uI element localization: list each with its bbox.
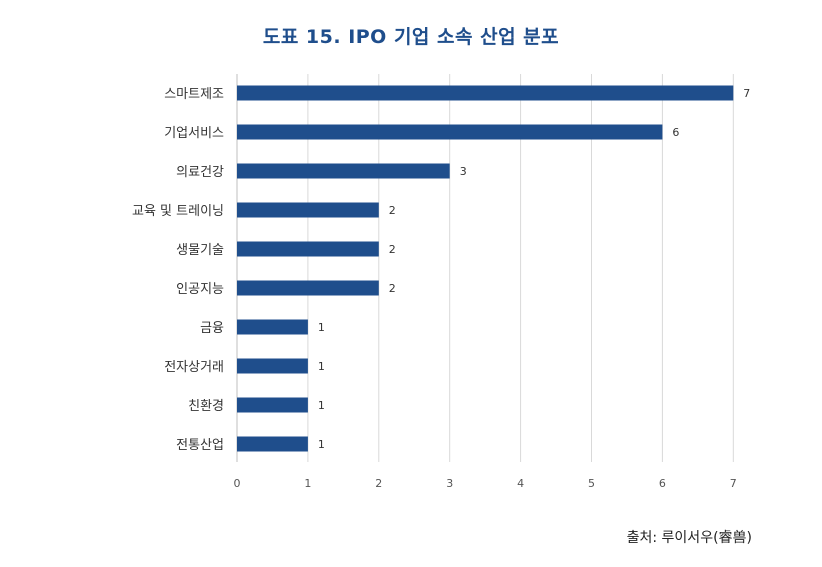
category-label: 친환경 xyxy=(188,399,224,414)
category-label: 전자상거래 xyxy=(164,360,224,375)
bar xyxy=(237,163,450,179)
category-label: 스마트제조 xyxy=(164,87,224,102)
value-label: 3 xyxy=(460,165,467,178)
bar xyxy=(237,280,379,296)
value-label: 2 xyxy=(389,204,396,217)
category-label: 기업서비스 xyxy=(164,126,224,141)
value-label: 1 xyxy=(318,321,325,334)
bar xyxy=(237,241,379,257)
x-tick-label: 2 xyxy=(375,477,382,490)
bar xyxy=(237,85,734,101)
bar xyxy=(237,319,308,335)
bar xyxy=(237,202,379,218)
chart-title: 도표 15. IPO 기업 소속 산업 분포 xyxy=(262,26,560,48)
category-label: 금융 xyxy=(200,321,224,336)
category-label: 교육 및 트레이닝 xyxy=(132,204,224,219)
category-label: 전통산업 xyxy=(176,438,224,453)
bar xyxy=(237,397,308,413)
value-label: 1 xyxy=(318,438,325,451)
category-label: 생물기술 xyxy=(176,243,224,258)
value-label: 6 xyxy=(672,126,679,139)
category-label: 인공지능 xyxy=(176,282,224,297)
value-label: 1 xyxy=(318,399,325,412)
bar xyxy=(237,436,308,452)
bar xyxy=(237,358,308,374)
x-tick-label: 6 xyxy=(659,477,666,490)
bar xyxy=(237,124,663,140)
value-label: 7 xyxy=(743,87,750,100)
value-label: 2 xyxy=(389,243,396,256)
value-label: 2 xyxy=(389,282,396,295)
category-label: 의료건강 xyxy=(176,165,224,180)
x-tick-label: 0 xyxy=(234,477,241,490)
x-tick-label: 7 xyxy=(730,477,737,490)
x-tick-label: 1 xyxy=(304,477,311,490)
value-label: 1 xyxy=(318,360,325,373)
x-tick-label: 4 xyxy=(517,477,524,490)
x-tick-label: 5 xyxy=(588,477,595,490)
source-note: 출처: 루이서우(睿兽) xyxy=(626,530,752,546)
x-tick-label: 3 xyxy=(446,477,453,490)
